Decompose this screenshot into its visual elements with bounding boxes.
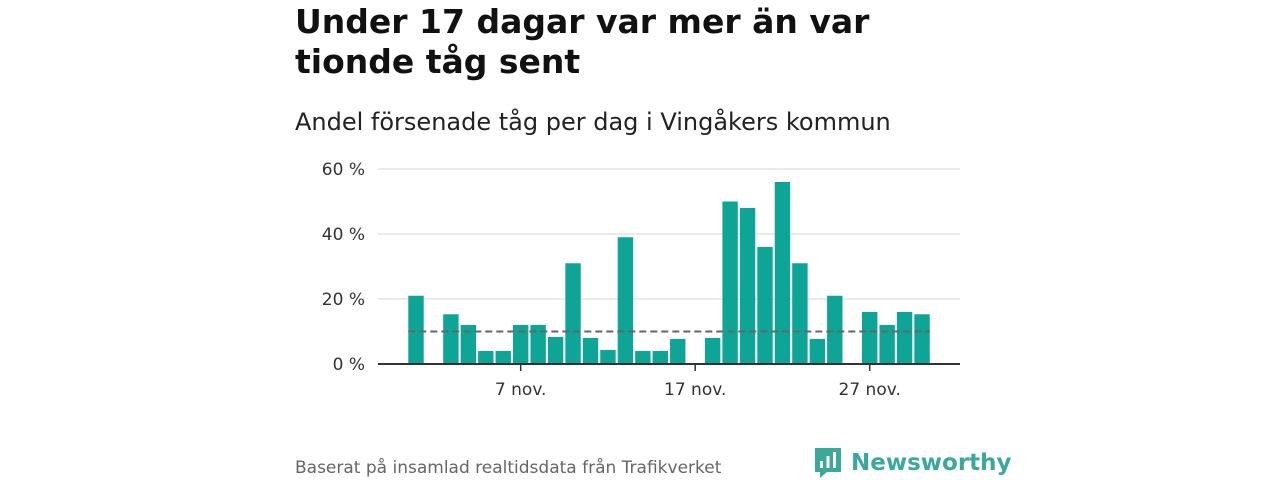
x-tick-label: 27 nov.	[839, 380, 901, 400]
bar	[408, 295, 424, 364]
source-note: Baserat på insamlad realtidsdata från Tr…	[295, 458, 722, 478]
bar	[513, 325, 529, 364]
bar	[652, 351, 668, 364]
x-tick-labels: 7 nov. 17 nov. 27 nov.	[495, 380, 901, 400]
bar	[478, 351, 494, 364]
bar	[896, 312, 913, 364]
chart-subtitle: Andel försenade tåg per dag i Vingåkers …	[295, 108, 891, 136]
brand-name: Newsworthy	[851, 450, 1012, 476]
y-tick-label: 40 %	[322, 225, 365, 245]
bar	[827, 295, 843, 364]
bar	[862, 312, 878, 364]
y-tick-label: 60 %	[322, 160, 365, 180]
bar	[600, 350, 616, 364]
bar	[530, 325, 546, 364]
bar	[722, 201, 738, 364]
newsworthy-logo-icon	[815, 448, 841, 478]
bar	[757, 247, 773, 364]
bar	[792, 263, 808, 364]
brand-logo: Newsworthy	[813, 446, 1012, 480]
bar	[809, 338, 826, 364]
bar	[582, 338, 599, 364]
bar	[704, 338, 721, 364]
grid-lines	[378, 168, 960, 300]
y-tick-label: 0 %	[333, 355, 365, 375]
bar	[774, 182, 791, 364]
x-tick-label: 7 nov.	[495, 380, 547, 400]
bar	[547, 337, 564, 364]
bar	[443, 314, 459, 364]
bar	[565, 263, 581, 364]
bar	[617, 237, 634, 364]
bar	[495, 351, 511, 364]
y-tick-label: 20 %	[322, 290, 365, 310]
bars	[408, 182, 930, 364]
bar	[635, 351, 651, 364]
bar	[879, 325, 895, 364]
bar	[739, 208, 756, 364]
axes	[378, 363, 960, 371]
x-tick-label: 17 nov.	[664, 380, 726, 400]
bar	[914, 314, 930, 364]
y-tick-labels: 0 % 20 % 40 % 60 %	[322, 160, 365, 375]
bar	[460, 325, 477, 364]
bar-chart: 0 % 20 % 40 % 60 % 7 nov. 17 nov. 27 nov.	[322, 160, 960, 400]
bar	[670, 338, 686, 364]
chart-title: Under 17 dagar var mer än var tionde tåg…	[295, 2, 870, 81]
